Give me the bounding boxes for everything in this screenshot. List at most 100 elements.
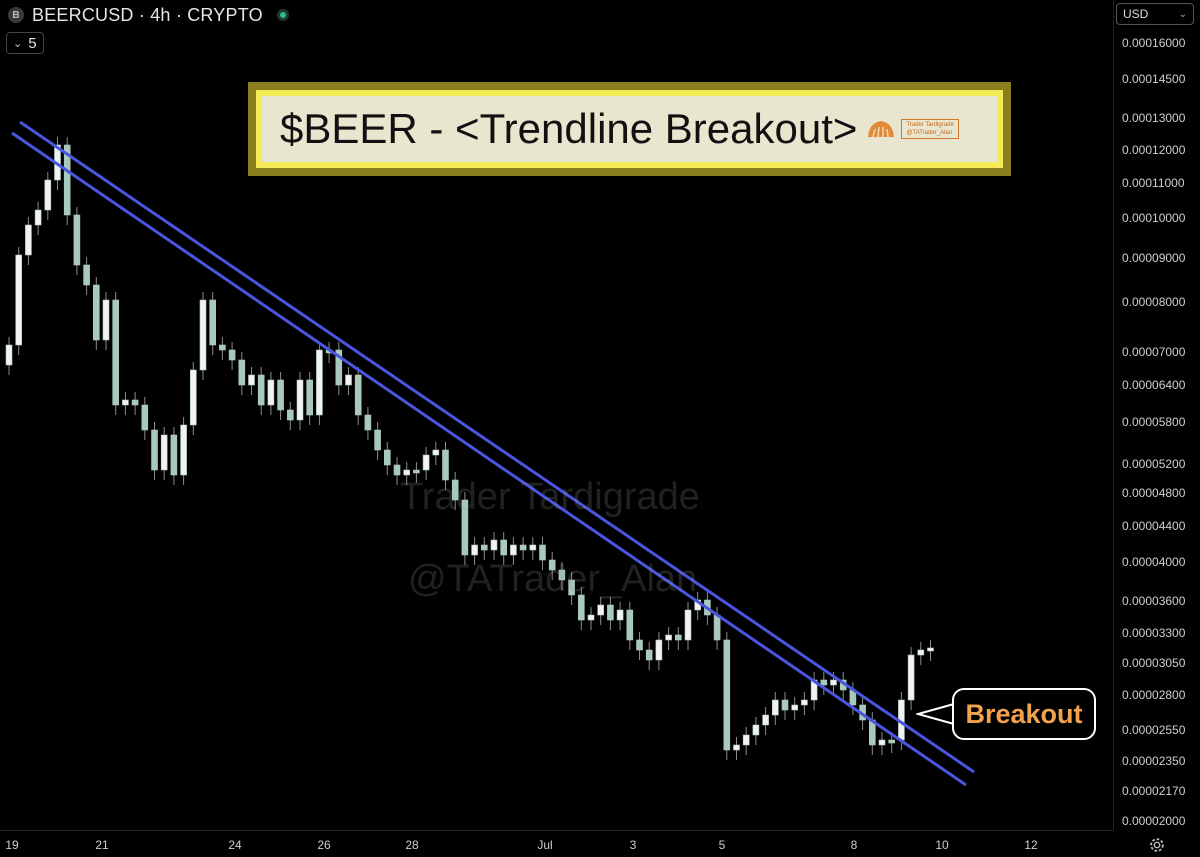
symbol-logo-icon: B <box>8 7 24 23</box>
candle <box>180 424 187 476</box>
candle <box>34 209 42 226</box>
candle <box>471 544 478 556</box>
settings-gear-icon[interactable] <box>1148 836 1166 854</box>
candle <box>548 559 556 571</box>
time-axis[interactable] <box>0 830 1113 857</box>
candle <box>151 429 158 471</box>
candle <box>442 449 449 481</box>
candle <box>577 594 585 621</box>
candle <box>907 654 915 701</box>
candle <box>510 544 517 556</box>
candle <box>742 734 750 746</box>
candle <box>170 434 178 476</box>
watermark-line2: @TATrader_Alan <box>408 558 698 600</box>
candle <box>723 639 731 751</box>
candle <box>917 649 925 656</box>
price-tick-label: 0.00004400 <box>1122 519 1186 533</box>
candle <box>190 369 197 426</box>
candle <box>277 379 284 411</box>
candle <box>354 374 362 416</box>
candle <box>5 344 13 366</box>
symbol-title[interactable]: BEERCUSD · 4h · CRYPTO <box>32 4 263 25</box>
price-tick-label: 0.00004800 <box>1122 486 1186 500</box>
candle <box>209 299 216 346</box>
candle <box>102 299 110 341</box>
price-axis[interactable] <box>1113 0 1200 830</box>
chevron-down-icon: ⌄ <box>1178 8 1187 20</box>
price-tick-label: 0.00002350 <box>1122 754 1186 768</box>
candle <box>160 434 168 471</box>
candle <box>781 699 789 711</box>
indicator-count: 5 <box>28 34 37 52</box>
candle <box>519 544 527 551</box>
price-tick-label: 0.00002800 <box>1122 688 1186 702</box>
candle <box>403 469 411 476</box>
candle <box>616 609 624 621</box>
chevron-down-icon: ⌄ <box>13 37 23 50</box>
candle <box>228 349 236 361</box>
candle <box>801 699 808 706</box>
price-tick-label: 0.00012000 <box>1122 143 1186 157</box>
price-tick-label: 0.00003300 <box>1122 626 1186 640</box>
candle <box>878 739 886 746</box>
price-tick-label: 0.00008000 <box>1122 295 1186 309</box>
price-tick-label: 0.00007000 <box>1122 345 1186 359</box>
price-tick-label: 0.00002000 <box>1122 814 1186 828</box>
logo-name: Trader Tardigrade <box>906 122 954 128</box>
price-tick-label: 0.00013000 <box>1122 111 1186 125</box>
price-tick-label: 0.00002550 <box>1122 723 1186 737</box>
candle <box>500 539 508 556</box>
candle <box>122 399 129 406</box>
trendline[interactable] <box>19 120 975 774</box>
currency-select[interactable]: USD ⌄ <box>1116 3 1194 25</box>
candle <box>257 374 265 406</box>
candle <box>383 449 391 466</box>
candle <box>665 634 672 641</box>
candle <box>830 679 837 686</box>
time-tick-label: 26 <box>317 838 331 852</box>
price-tick-label: 0.00003050 <box>1122 656 1186 670</box>
candle <box>141 404 149 431</box>
candle <box>587 614 595 621</box>
candle <box>316 349 323 416</box>
candle <box>762 714 769 726</box>
price-tick-label: 0.00002170 <box>1122 784 1186 798</box>
currency-label: USD <box>1123 7 1149 21</box>
candle <box>713 614 721 641</box>
logo-handle: @TATrader_Alan <box>906 130 953 136</box>
time-tick-label: Jul <box>537 838 553 852</box>
time-tick-label: 24 <box>228 838 242 852</box>
candle <box>83 264 90 286</box>
time-tick-label: 5 <box>718 838 726 852</box>
candle <box>626 609 634 641</box>
price-tick-label: 0.00006400 <box>1122 378 1186 392</box>
candle <box>422 454 430 471</box>
price-tick-label: 0.00003600 <box>1122 594 1186 608</box>
candle <box>490 539 498 551</box>
title-banner: $BEER - <Trendline Breakout> Trader Tard… <box>248 82 1011 176</box>
tardigrade-logo-icon <box>868 121 895 138</box>
candle <box>480 544 488 551</box>
candle <box>63 144 71 216</box>
symbol-header: B BEERCUSD · 4h · CRYPTO <box>0 0 289 30</box>
candle <box>607 604 614 621</box>
candle <box>927 647 934 652</box>
candle <box>451 479 459 501</box>
watermark-line1: Trader Tardigrade <box>400 476 700 518</box>
callout-pointer <box>916 703 955 725</box>
time-tick-label: 21 <box>95 838 109 852</box>
trendline[interactable] <box>11 131 967 787</box>
time-tick-label: 10 <box>935 838 949 852</box>
candle <box>364 414 372 431</box>
breakout-callout: Breakout <box>952 688 1096 740</box>
candle <box>558 569 566 581</box>
candle <box>73 214 81 266</box>
candle <box>752 724 760 736</box>
candle <box>131 399 139 406</box>
candle <box>771 699 779 716</box>
price-tick-label: 0.00009000 <box>1122 251 1186 265</box>
candle <box>645 649 653 661</box>
price-tick-label: 0.00005800 <box>1122 415 1186 429</box>
indicators-toggle-button[interactable]: ⌄ 5 <box>6 32 44 54</box>
